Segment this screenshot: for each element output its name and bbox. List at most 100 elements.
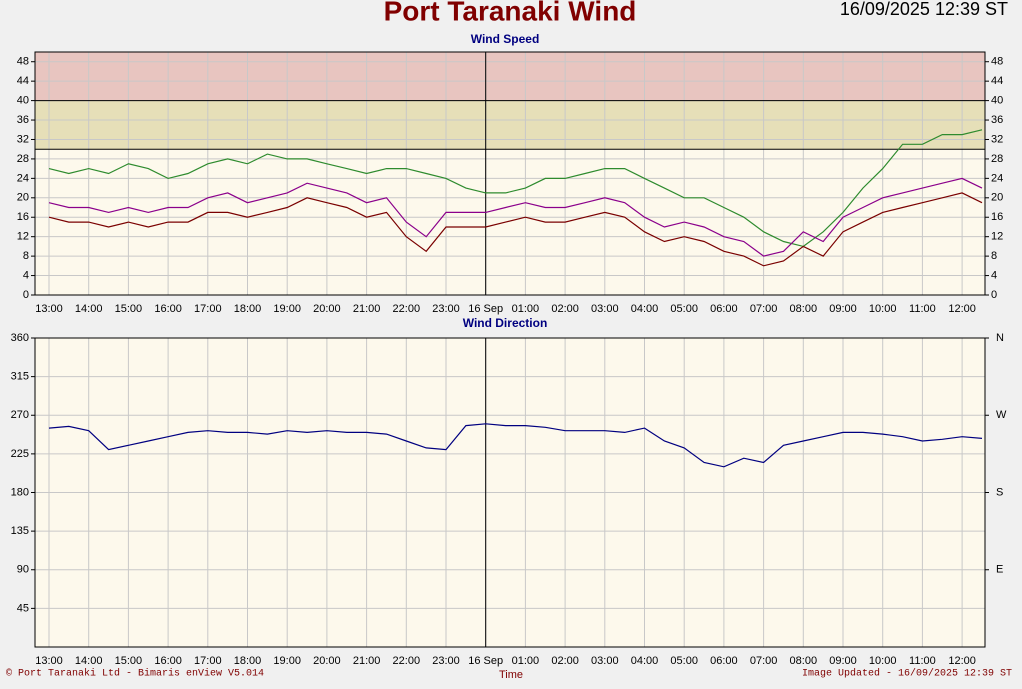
x-tick-label: 12:00 <box>948 303 976 315</box>
x-tick-label: 06:00 <box>710 655 738 667</box>
y-tick-label: 360 <box>11 332 29 344</box>
x-tick-label: 17:00 <box>194 655 222 667</box>
x-tick-label: 20:00 <box>313 303 341 315</box>
y-tick-label-right: 44 <box>991 75 1003 87</box>
series-line <box>48 129 983 248</box>
credit: © Port Taranaki Ltd - Bimaris enView V5.… <box>6 668 264 680</box>
x-tick-label: 20:00 <box>313 655 341 667</box>
page-title: Port Taranaki Wind <box>384 0 637 26</box>
y-tick-label: 16 <box>17 211 29 223</box>
y-tick-label-right: 32 <box>991 133 1003 145</box>
x-tick-label: 14:00 <box>75 303 103 315</box>
x-tick-label: 22:00 <box>393 303 421 315</box>
x-tick-label: 11:00 <box>909 303 936 315</box>
timestamp: 16/09/2025 12:39 ST <box>840 0 1008 19</box>
y-tick-label: 270 <box>11 409 29 421</box>
y-tick-label: 315 <box>11 371 29 383</box>
x-tick-label: 06:00 <box>710 303 738 315</box>
series-line <box>48 192 983 267</box>
x-tick-label: 15:00 <box>115 655 143 667</box>
x-tick-label: 02:00 <box>551 303 579 315</box>
x-tick-label: 05:00 <box>670 655 698 667</box>
y-tick-label: 28 <box>17 153 29 165</box>
x-tick-label: 02:00 <box>551 655 579 667</box>
y2-tick-label: E <box>996 564 1003 576</box>
x-tick-label: 13:00 <box>35 655 63 667</box>
x-tick-label: 19:00 <box>273 303 301 315</box>
x-tick-label: 19:00 <box>273 655 301 667</box>
x-tick-label: 09:00 <box>829 655 857 667</box>
y-tick-label-right: 20 <box>991 192 1003 204</box>
x-tick-label: 01:00 <box>512 303 540 315</box>
x-tick-label: 14:00 <box>75 655 103 667</box>
x-tick-label: 10:00 <box>869 655 897 667</box>
y-tick-label-right: 36 <box>991 114 1003 126</box>
x-tick-label: 10:00 <box>869 303 897 315</box>
x-tick-label: 01:00 <box>512 655 540 667</box>
chart-title: Wind Direction <box>463 316 548 330</box>
y-tick-label: 225 <box>11 448 29 460</box>
x-tick-label: 04:00 <box>631 655 659 667</box>
plot-frame <box>34 51 986 296</box>
y-tick-label: 135 <box>11 525 29 537</box>
band <box>35 52 985 101</box>
series-line <box>48 423 983 468</box>
band <box>35 100 985 150</box>
y-tick-label: 20 <box>17 192 29 204</box>
y-tick-label: 180 <box>11 486 29 498</box>
y-tick-label-right: 48 <box>991 56 1003 68</box>
x-tick-label: 16 Sep <box>468 303 503 315</box>
series-line <box>48 177 983 257</box>
y-tick-label-right: 40 <box>991 95 1003 107</box>
y-tick-label: 44 <box>17 75 29 87</box>
y-tick-label: 45 <box>17 602 29 614</box>
y-tick-label: 12 <box>17 231 29 243</box>
y-tick-label: 48 <box>17 56 29 68</box>
y-tick-label: 90 <box>17 564 29 576</box>
x-tick-label: 21:00 <box>353 303 381 315</box>
x-tick-label: 08:00 <box>790 303 818 315</box>
y-tick-label-right: 28 <box>991 153 1003 165</box>
updated: Image Updated - 16/09/2025 12:39 ST <box>802 668 1012 680</box>
x-tick-label: 18:00 <box>234 655 262 667</box>
x-tick-label: 16:00 <box>154 655 182 667</box>
x-tick-label: 08:00 <box>790 655 818 667</box>
y-tick-label-right: 24 <box>991 172 1003 184</box>
x-tick-label: 22:00 <box>393 655 421 667</box>
y-tick-label: 32 <box>17 133 29 145</box>
x-tick-label: 15:00 <box>115 303 143 315</box>
x-tick-label: 03:00 <box>591 655 619 667</box>
y-tick-label: 40 <box>17 95 29 107</box>
x-tick-label: 18:00 <box>234 303 262 315</box>
x-tick-label: 07:00 <box>750 303 778 315</box>
x-tick-label: 07:00 <box>750 655 778 667</box>
x-tick-label: 23:00 <box>432 655 460 667</box>
y2-tick-label: N <box>996 332 1004 344</box>
y-tick-label-right: 0 <box>991 289 997 301</box>
y-tick-label-right: 16 <box>991 211 1003 223</box>
x-tick-label: 11:00 <box>909 655 936 667</box>
x-tick-label: 23:00 <box>432 303 460 315</box>
plot-frame <box>34 337 986 648</box>
x-tick-label: 09:00 <box>829 303 857 315</box>
y-tick-label-right: 8 <box>991 250 997 262</box>
x-tick-label: 21:00 <box>353 655 381 667</box>
x-tick-label: 16:00 <box>154 303 182 315</box>
y-tick-label-right: 12 <box>991 231 1003 243</box>
y-tick-label: 4 <box>23 269 29 281</box>
y-tick-label: 0 <box>23 289 29 301</box>
y-tick-label-right: 4 <box>991 269 997 281</box>
x-tick-label: 03:00 <box>591 303 619 315</box>
y-tick-label: 8 <box>23 250 29 262</box>
y2-tick-label: W <box>996 409 1007 421</box>
y-tick-label: 36 <box>17 114 29 126</box>
x-tick-label: 05:00 <box>670 303 698 315</box>
x-tick-label: 13:00 <box>35 303 63 315</box>
x-tick-label: 16 Sep <box>468 655 503 667</box>
x-axis-label: Time <box>499 669 523 681</box>
y2-tick-label: S <box>996 486 1003 498</box>
x-tick-label: 04:00 <box>631 303 659 315</box>
x-tick-label: 17:00 <box>194 303 222 315</box>
x-tick-label: 12:00 <box>948 655 976 667</box>
